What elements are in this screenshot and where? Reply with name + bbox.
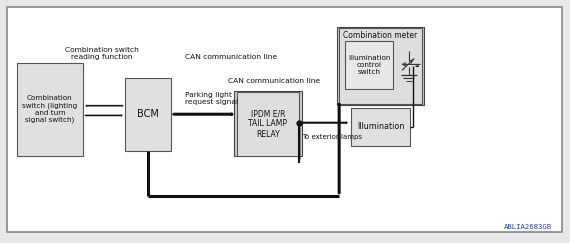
- Text: Combination meter: Combination meter: [343, 31, 418, 41]
- Text: Illumination: Illumination: [357, 122, 404, 131]
- Bar: [234, 91, 302, 156]
- Text: Illumination
control
switch: Illumination control switch: [348, 55, 390, 75]
- Text: Parking light
request signal: Parking light request signal: [185, 92, 238, 105]
- Bar: [345, 41, 393, 89]
- Bar: [337, 27, 424, 105]
- Bar: [339, 28, 422, 104]
- Text: IPDM E/R
TAIL LAMP
RELAY: IPDM E/R TAIL LAMP RELAY: [249, 109, 287, 139]
- Bar: [125, 78, 171, 151]
- Bar: [351, 108, 410, 146]
- Text: ABLIA2683GB: ABLIA2683GB: [504, 224, 552, 230]
- Text: CAN communication line: CAN communication line: [185, 54, 278, 60]
- Text: BCM: BCM: [137, 109, 159, 119]
- Text: CAN communication line: CAN communication line: [228, 78, 320, 84]
- Text: Combination switch
reading function: Combination switch reading function: [64, 47, 139, 60]
- Bar: [237, 92, 299, 156]
- Text: Combination
switch (lighting
and turn
signal switch): Combination switch (lighting and turn si…: [22, 95, 78, 123]
- Text: To exterior lamps: To exterior lamps: [302, 134, 362, 140]
- Bar: [17, 63, 83, 156]
